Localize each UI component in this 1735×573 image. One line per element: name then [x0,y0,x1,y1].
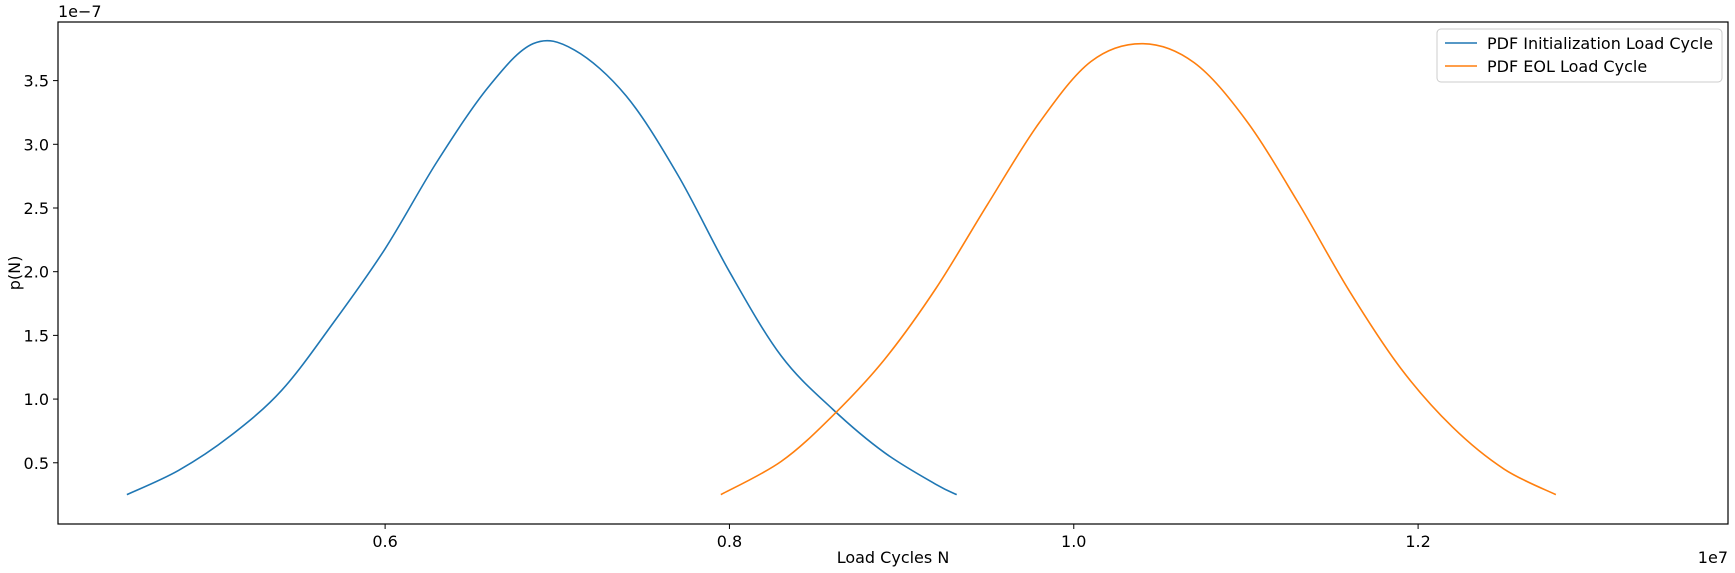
legend-box [1436,28,1723,83]
plot-frame [57,21,1729,525]
x-axis: 0.6 0.8 1.0 1.2 [372,524,1431,551]
legend-label-initialization: PDF Initialization Load Cycle [1487,34,1713,53]
y-tick-label: 2.5 [24,199,49,218]
x-tick-label: 1.2 [1405,532,1430,551]
series-line-initialization [126,39,958,496]
legend-label-eol: PDF EOL Load Cycle [1487,57,1647,76]
y-tick-label: 0.5 [24,454,49,473]
y-axis: 0.5 1.0 1.5 2.0 2.5 3.0 3.5 [24,72,58,473]
x-tick-label: 0.6 [372,532,397,551]
x-offset-text: 1e7 [1698,548,1728,567]
x-tick-label: 0.8 [717,532,742,551]
y-tick-label: 3.5 [24,72,49,91]
legend: PDF Initialization Load Cycle PDF EOL Lo… [1436,28,1723,83]
x-axis-label: Load Cycles N [837,548,950,567]
y-tick-label: 1.0 [24,390,49,409]
x-tick-label: 1.0 [1061,532,1086,551]
y-axis-label: p(N) [5,256,24,291]
y-tick-label: 3.0 [24,135,49,154]
y-tick-label: 2.0 [24,263,49,282]
series-line-eol [720,42,1557,496]
y-offset-text: 1e−7 [58,2,102,21]
series-layer [126,39,1557,496]
plot-area [58,22,1728,524]
y-tick-label: 1.5 [24,326,49,345]
